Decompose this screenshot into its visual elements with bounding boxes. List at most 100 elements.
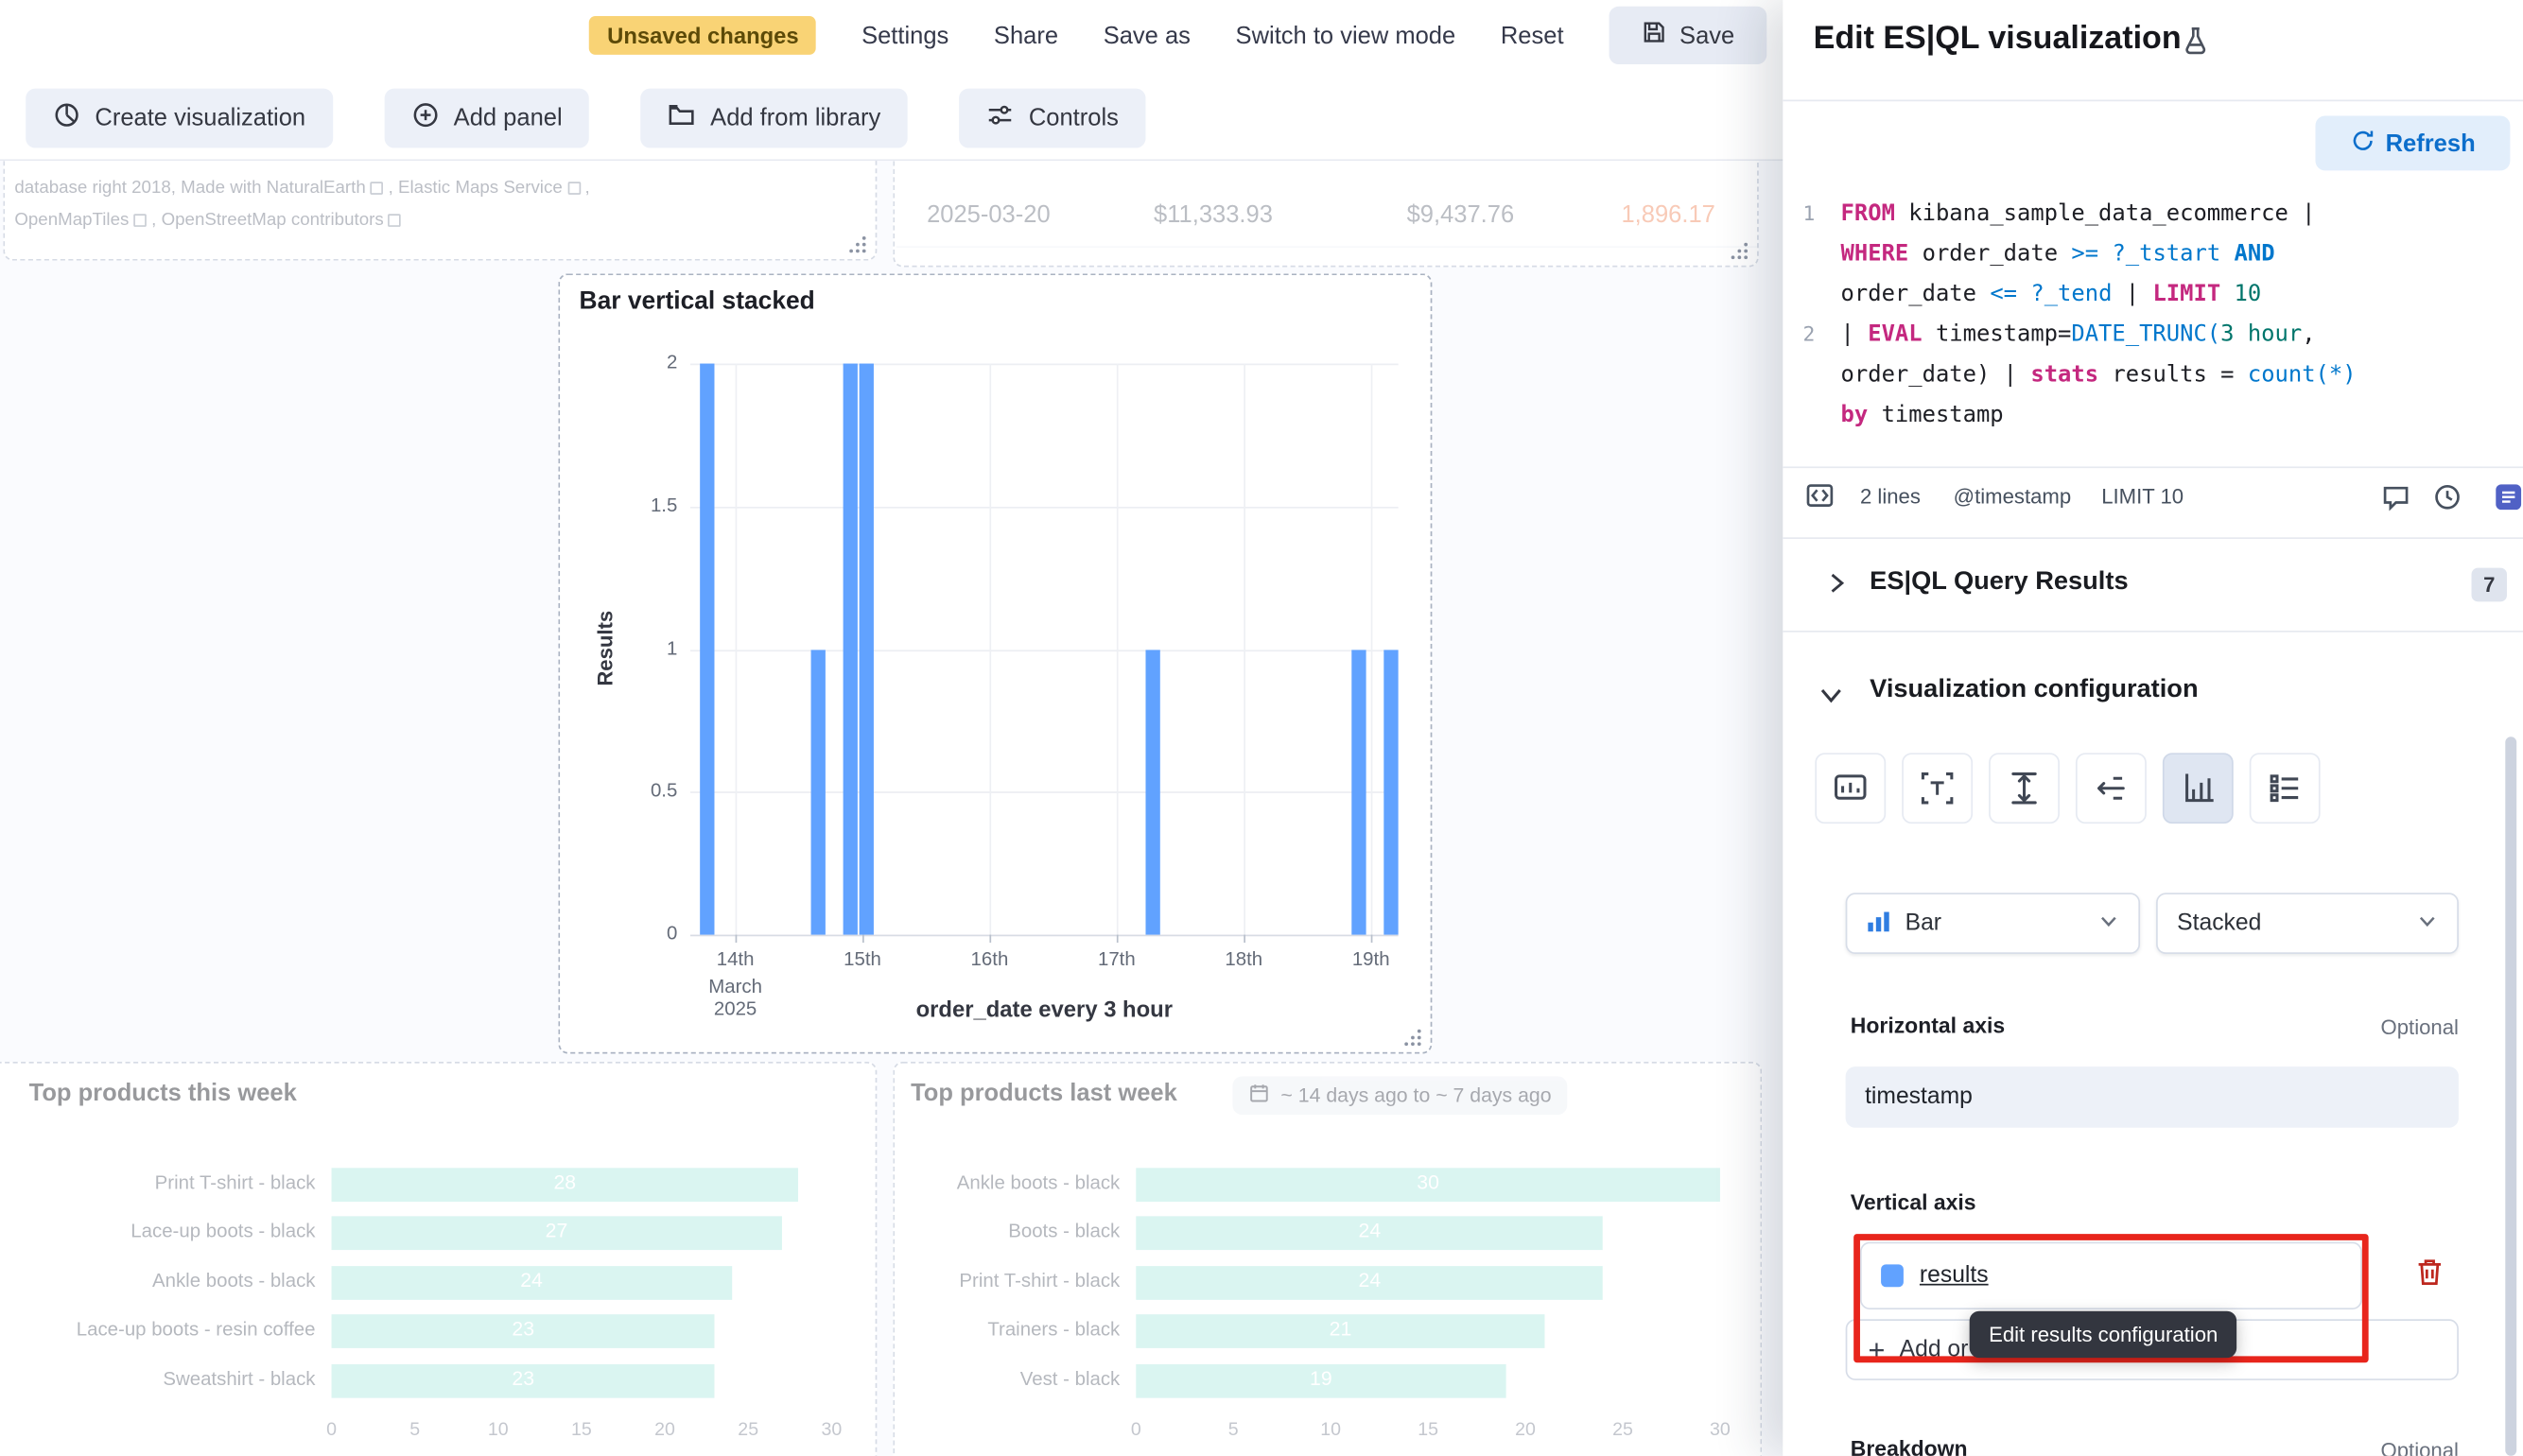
top-products-this-week-panel[interactable]: Top products this week Print T-shirt - b…: [0, 1062, 878, 1456]
panel-title: Top products this week: [28, 1079, 297, 1107]
x-tick-label: 15: [1418, 1420, 1438, 1440]
menu-switch-to-view-mode[interactable]: Switch to view mode: [1235, 21, 1456, 49]
axis-tick: [989, 934, 992, 944]
menu-save-as[interactable]: Save as: [1103, 21, 1191, 49]
editor-timestamp-indicator: @timestamp: [1953, 484, 2072, 509]
bar: [1383, 649, 1398, 935]
sliders-icon: [987, 101, 1015, 135]
flyout-title: Edit ES|QL visualization: [1813, 21, 2182, 57]
stack-mode-select[interactable]: Stacked: [2156, 893, 2459, 955]
gridline: [735, 363, 738, 935]
style-options-icon[interactable]: [1815, 753, 1887, 824]
results-field-link[interactable]: results: [1919, 1262, 1989, 1289]
divider: [1783, 630, 2523, 633]
vertical-bar-chart: 0 0.5 1 1.5 2 14th 15th 16th 17th 18th 19th March 2…: [560, 275, 1431, 1052]
metrics-table-panel[interactable]: 2025-03-20 $11,333.93 $9,437.76 1,896.17: [893, 161, 1759, 268]
code-line[interactable]: 1 FROM kibana_sample_data_ecommerce |: [1783, 193, 2507, 234]
unsaved-changes-badge: Unsaved changes: [589, 16, 817, 55]
attribution-link[interactable]: Elastic Maps Service: [398, 178, 563, 199]
category-label: Boots - black: [1008, 1220, 1121, 1243]
resize-handle-icon[interactable]: [848, 234, 867, 253]
controls-button[interactable]: Controls: [959, 88, 1146, 148]
gridline: [1116, 363, 1119, 935]
refresh-icon: [2350, 128, 2375, 158]
attribution-link[interactable]: OpenStreetMap contributors: [161, 210, 384, 231]
axis-ticks-icon[interactable]: [2162, 753, 2234, 824]
esql-code-editor[interactable]: 1 FROM kibana_sample_data_ecommerce | WHE…: [1783, 193, 2507, 434]
feedback-icon[interactable]: [2381, 482, 2410, 519]
gridline: [1244, 363, 1245, 935]
x-tick-label: 17th: [1097, 947, 1136, 971]
table-cell-taxful: $11,333.93: [1154, 200, 1273, 229]
x-tick-label: 10: [1320, 1420, 1342, 1440]
save-button[interactable]: Save: [1609, 6, 1767, 65]
dashboard-canvas: database right 2018, Made with NaturalEa…: [0, 161, 1784, 1456]
y-tick-label: 2: [666, 350, 678, 373]
vertical-axis-label: Vertical axis: [1850, 1190, 1976, 1215]
value-label: 23: [512, 1317, 535, 1341]
tech-preview-beaker-icon: [2181, 26, 2211, 64]
x-tick-label: 5: [1227, 1420, 1239, 1440]
resize-handle-icon[interactable]: [1403, 1027, 1422, 1047]
legend-icon[interactable]: [2249, 753, 2321, 824]
resize-handle-icon[interactable]: [1730, 240, 1749, 260]
panel-title: Bar vertical stacked: [579, 287, 815, 316]
horizontal-bar-chart: Ankle boots - black 30 Boots - black 24 Prin…: [895, 1064, 1760, 1456]
divider: [1783, 466, 2523, 469]
titles-text-icon[interactable]: [1902, 753, 1974, 824]
menu-reset[interactable]: Reset: [1500, 21, 1564, 49]
x-tick-label: 16th: [970, 947, 1009, 971]
flyout-scrollbar[interactable]: [2505, 737, 2517, 1456]
bar-vertical-stacked-panel[interactable]: Bar vertical stacked 0 0.5 1 1.5 2 14th 15th 16…: [558, 273, 1433, 1054]
refresh-button[interactable]: Refresh: [2315, 115, 2511, 171]
esql-query-results-section[interactable]: ES|QL Query Results: [1870, 567, 2129, 596]
code-line[interactable]: 2 | EVAL timestamp= DATE_TRUNC(3 hour,: [1783, 314, 2507, 355]
history-icon[interactable]: [2433, 482, 2462, 519]
top-products-last-week-panel[interactable]: Top products last week ~ 14 days ago to …: [893, 1062, 1763, 1456]
code-line[interactable]: WHERE order_date >= ?_tstart AND: [1840, 240, 2275, 267]
axis-bounds-icon[interactable]: [1989, 753, 2060, 824]
code-line[interactable]: order_date) | stats results = count(*): [1840, 360, 2357, 388]
attribution-link[interactable]: Made with NaturalEarth: [181, 178, 366, 199]
category-label: Lace-up boots - black: [130, 1220, 316, 1243]
menu-settings[interactable]: Settings: [861, 21, 949, 49]
chevron-down-icon[interactable]: [1818, 682, 1844, 716]
trash-icon[interactable]: [2410, 1255, 2449, 1293]
map-panel[interactable]: database right 2018, Made with NaturalEa…: [3, 161, 878, 261]
menu-share[interactable]: Share: [993, 21, 1059, 49]
chart-type-select[interactable]: Bar: [1845, 893, 2141, 955]
divider: [1783, 537, 2523, 540]
bar: [1136, 1265, 1604, 1300]
bar: [810, 649, 826, 935]
docs-icon[interactable]: [2494, 482, 2523, 519]
orientation-icon[interactable]: [2075, 753, 2147, 824]
add-from-library-button[interactable]: Add from library: [641, 88, 909, 148]
bar: [331, 1265, 732, 1300]
code-line[interactable]: order_date <= ?_tend | LIMIT 10: [1840, 280, 2262, 307]
bar: [1136, 1168, 1720, 1203]
add-panel-button[interactable]: Add panel: [384, 88, 590, 148]
bar: [859, 363, 874, 935]
x-tick-label: 19th: [1351, 947, 1390, 971]
horizontal-axis-optional: Optional: [2380, 1014, 2459, 1040]
divider: [1783, 99, 2523, 102]
axis-tick: [1244, 934, 1245, 944]
bar: [843, 363, 858, 935]
save-icon: [1641, 19, 1666, 51]
value-label: 24: [1358, 1220, 1382, 1243]
map-attribution-line2: OpenMapTiles, OpenStreetMap contributors: [14, 211, 406, 230]
attribution-link[interactable]: OpenMapTiles: [14, 210, 130, 231]
vertical-axis-dimension-row[interactable]: results: [1859, 1241, 2362, 1310]
external-link-icon: [370, 182, 384, 196]
chevron-right-icon[interactable]: [1825, 571, 1850, 603]
create-visualization-button[interactable]: Create visualization: [26, 88, 334, 148]
horizontal-axis-field[interactable]: timestamp: [1845, 1066, 2459, 1128]
value-label: 24: [520, 1269, 543, 1291]
line-number: 1: [1802, 200, 1816, 226]
visualization-configuration-section[interactable]: Visualization configuration: [1870, 675, 2199, 703]
code-line[interactable]: by timestamp: [1840, 401, 2004, 427]
save-button-label: Save: [1679, 21, 1735, 49]
time-range-badge[interactable]: ~ 14 days ago to ~ 7 days ago: [1232, 1076, 1568, 1116]
bar: [1351, 649, 1366, 935]
chevron-down-icon: [2098, 910, 2119, 937]
